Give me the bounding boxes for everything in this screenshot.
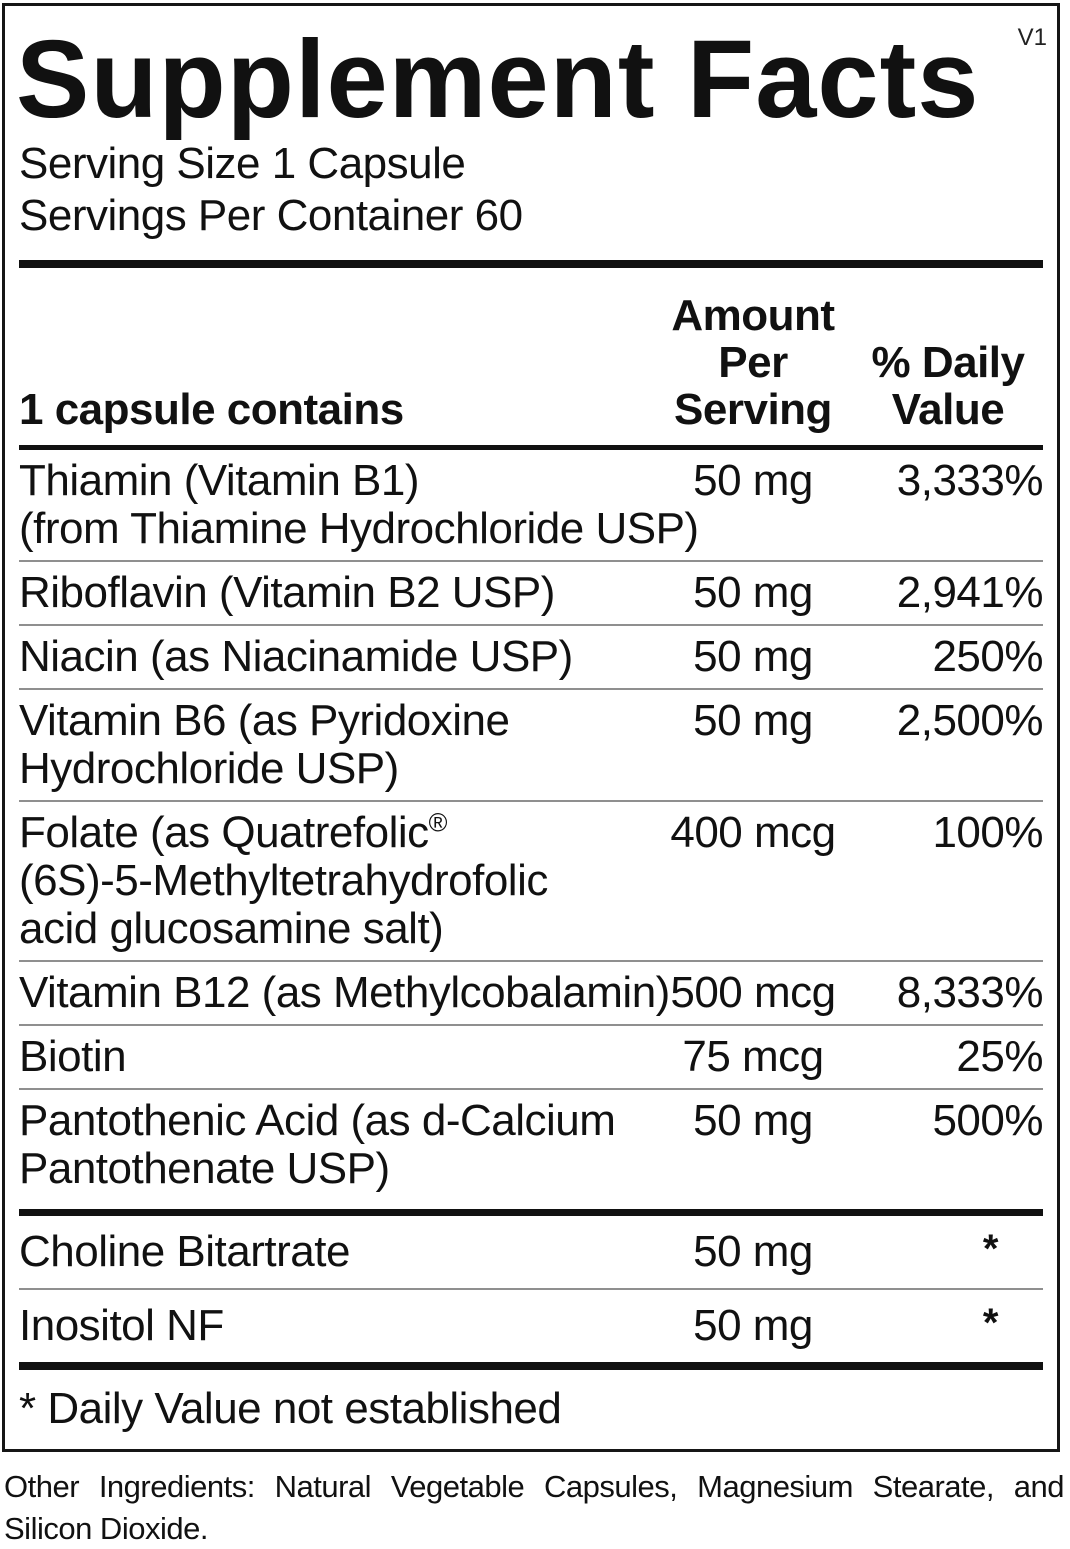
serving-size: Serving Size 1 Capsule [19, 139, 466, 189]
row-dv: 8,333% [896, 967, 1044, 1017]
ingredient-name: Choline Bitartrate [19, 1226, 653, 1276]
row-separator [19, 1287, 1043, 1290]
table-row-folate: Folate (as Quatrefolic® (6S)-5-Methyltet… [19, 802, 1044, 960]
ingredient-name-line: Pantothenate USP) [19, 1143, 390, 1193]
column-header-amount: Amount Per Serving [653, 292, 853, 433]
row-amount: 50 mg [693, 1226, 813, 1276]
ingredient-name: Riboflavin (Vitamin B2 USP) [19, 569, 653, 617]
row-separator [19, 624, 1043, 627]
row-amount: 500 mcg [670, 967, 836, 1017]
daily-value-footnote: * Daily Value not established [19, 1383, 562, 1433]
ingredient-name: Vitamin B6 (as Pyridoxine Hydrochloride … [19, 697, 653, 793]
row-dv: * [982, 1226, 999, 1271]
row-amount: 50 mg [693, 696, 813, 746]
row-amount: 50 mg [693, 1300, 813, 1350]
thick-divider-bottom [19, 1361, 1043, 1370]
row-amount: 50 mg [693, 1095, 813, 1145]
ingredient-name: Vitamin B12 (as Methylcobalamin) [19, 967, 670, 1017]
column-header-amount-line2: Serving [674, 385, 832, 435]
row-separator [19, 1023, 1043, 1026]
supplement-facts-panel: V1 Supplement Facts Serving Size 1 Capsu… [2, 3, 1060, 1453]
registered-trademark: ® [428, 809, 448, 838]
row-amount: 50 mg [693, 568, 813, 618]
ingredient-name-line: (from Thiamine Hydrochloride USP) [19, 504, 699, 554]
row-dv: 100% [932, 807, 1043, 857]
version-tag: V1 [1017, 24, 1047, 51]
column-header-contains: 1 capsule contains [19, 385, 404, 435]
row-dv: 250% [932, 632, 1043, 682]
column-header-dv-line2: Value [891, 385, 1005, 435]
row-amount: 50 mg [693, 456, 813, 506]
ingredient-name-line: Vitamin B6 (as Pyridoxine [19, 696, 510, 746]
ingredient-name: Biotin [19, 1031, 653, 1081]
thick-divider-header [19, 445, 1043, 451]
row-dv: 2,941% [896, 568, 1044, 618]
row-dv: 2,500% [896, 696, 1044, 746]
table-row-choline-bitartrate: Choline Bitartrate 50 mg * [19, 1216, 1043, 1288]
table-row-biotin: Biotin 75 mcg 25% [19, 1026, 1044, 1088]
panel-title: Supplement Facts [16, 18, 980, 141]
ingredient-name: Niacin (as Niacinamide USP) [19, 633, 653, 681]
table-row-riboflavin: Riboflavin (Vitamin B2 USP) 50 mg 2,941% [19, 562, 1044, 624]
other-ingredients-text: Other Ingredients: Natural Vegetable Cap… [4, 1469, 1065, 1546]
column-header-amount-line1: Amount Per [671, 291, 835, 388]
ingredient-name-line: (6S)-5-Methyltetrahydrofolic [19, 855, 548, 905]
row-separator [19, 1087, 1043, 1090]
ingredient-name-line: Inositol NF [19, 1300, 224, 1350]
row-dv: * [982, 1300, 999, 1345]
row-separator [19, 688, 1043, 691]
thick-divider-middle [19, 1208, 1043, 1216]
ingredient-name-text: Folate (as Quatrefolic [19, 807, 429, 857]
ingredient-name-line: Hydrochloride USP) [19, 744, 399, 793]
table-row-pantothenic-acid: Pantothenic Acid (as d-Calcium Pantothen… [19, 1090, 1044, 1209]
table-row-vitamin-b12: Vitamin B12 (as Methylcobalamin) 500 mcg… [19, 962, 1044, 1024]
row-dv: 3,333% [896, 456, 1044, 506]
thick-divider-top [19, 260, 1043, 268]
row-dv: 25% [956, 1031, 1043, 1081]
ingredient-name-line: Riboflavin (Vitamin B2 USP) [19, 568, 555, 618]
table-row-thiamin: Thiamin (Vitamin B1) (from Thiamine Hydr… [19, 450, 1044, 560]
ingredient-name-line: Pantothenic Acid (as d-Calcium [19, 1095, 616, 1145]
ingredient-name-line: acid glucosamine salt) [19, 903, 444, 953]
table-header-row: 1 capsule contains Amount Per Serving % … [19, 268, 1043, 445]
ingredient-name-line: Thiamin (Vitamin B1) [19, 456, 420, 506]
table-row-vitamin-b6: Vitamin B6 (as Pyridoxine Hydrochloride … [19, 690, 1044, 800]
ingredient-name: Thiamin (Vitamin B1) (from Thiamine Hydr… [19, 456, 699, 554]
ingredient-name: Inositol NF [19, 1300, 653, 1350]
ingredient-name: Pantothenic Acid (as d-Calcium Pantothen… [19, 1095, 653, 1193]
table-row-niacin: Niacin (as Niacinamide USP) 50 mg 250% [19, 626, 1044, 688]
panel-header: V1 Supplement Facts Serving Size 1 Capsu… [16, 18, 1047, 242]
ingredient-name: Folate (as Quatrefolic® (6S)-5-Methyltet… [19, 807, 653, 953]
table-row-inositol-nf: Inositol NF 50 mg * [19, 1290, 1043, 1362]
ingredient-name-line: Folate (as Quatrefolic® [19, 807, 653, 857]
ingredient-name-line: Niacin (as Niacinamide USP) [19, 632, 573, 682]
row-separator [19, 959, 1043, 962]
servings-per-container: Servings Per Container 60 [19, 191, 523, 241]
row-amount: 50 mg [693, 632, 813, 682]
row-separator [19, 799, 1043, 802]
ingredient-name-line: Vitamin B12 (as Methylcobalamin) [19, 967, 670, 1017]
row-amount: 400 mcg [670, 807, 836, 857]
row-separator [19, 560, 1043, 563]
row-dv: 500% [932, 1095, 1043, 1145]
ingredient-name-line: Biotin [19, 1031, 127, 1081]
serving-info: Serving Size 1 Capsule Servings Per Cont… [19, 138, 1043, 242]
ingredient-name-line: Choline Bitartrate [19, 1226, 350, 1276]
column-header-dv: % Daily Value [853, 339, 1043, 433]
column-header-dv-line1: % Daily [871, 338, 1025, 388]
row-amount: 75 mcg [682, 1031, 824, 1081]
